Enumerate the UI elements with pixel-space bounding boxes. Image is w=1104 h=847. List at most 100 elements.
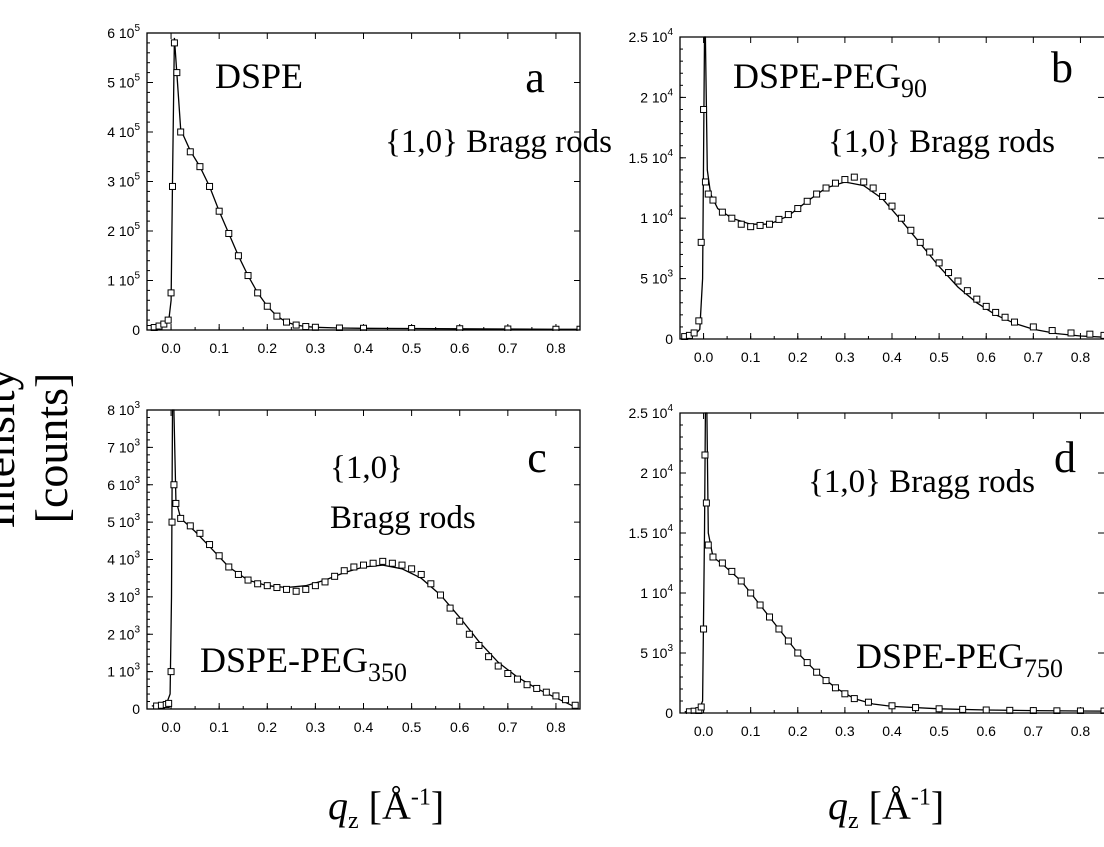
data-point <box>814 669 820 675</box>
x-tick-label: 0.6 <box>450 340 470 356</box>
data-point <box>168 290 174 296</box>
data-point <box>729 568 735 574</box>
data-point <box>936 260 942 266</box>
data-point <box>842 177 848 183</box>
data-point <box>889 203 895 209</box>
x-tick-label: 0.6 <box>976 723 996 739</box>
data-point <box>264 303 270 309</box>
data-point <box>776 626 782 632</box>
data-point <box>543 689 549 695</box>
data-point <box>553 326 559 332</box>
bragg-annotation: {1,0} Bragg rods <box>828 124 1055 160</box>
data-point <box>983 303 989 309</box>
data-point <box>917 239 923 245</box>
x-tick-label: 0.0 <box>694 723 714 739</box>
data-point <box>255 290 261 296</box>
y-tick-label: 3 103 <box>107 587 140 605</box>
panel-letter: a <box>525 53 545 102</box>
data-point <box>322 579 328 585</box>
x-tick-label: 0.7 <box>1024 349 1044 365</box>
data-point <box>332 573 338 579</box>
data-point <box>293 322 299 328</box>
x-tick-label: 0.5 <box>929 723 949 739</box>
x-tick-label: 0.7 <box>1024 723 1044 739</box>
data-point <box>983 707 989 713</box>
data-point <box>738 221 744 227</box>
x-tick-label: 0.2 <box>788 723 808 739</box>
data-point <box>409 566 415 572</box>
x-tick-label: 0.4 <box>882 349 902 365</box>
data-point <box>235 571 241 577</box>
y-tick-label: 3 105 <box>107 172 140 190</box>
data-point <box>823 185 829 191</box>
data-point <box>171 482 177 488</box>
data-point <box>171 40 177 46</box>
sample-label: DSPE-PEG350 <box>200 640 407 687</box>
data-point <box>738 578 744 584</box>
x-tick-label: 0.0 <box>694 349 714 365</box>
data-point <box>505 326 511 332</box>
data-point <box>264 583 270 589</box>
data-point <box>226 564 232 570</box>
x-tick-label: 0.1 <box>209 719 229 735</box>
x-tick-label: 0.4 <box>354 719 374 735</box>
y-tick-label: 5 105 <box>107 73 140 91</box>
y-tick-label: 5 103 <box>640 269 673 287</box>
data-point <box>563 697 569 703</box>
data-point <box>889 703 895 709</box>
data-point <box>216 553 222 559</box>
x-axis-unit: [Å <box>859 783 911 828</box>
x-tick-label: 0.8 <box>546 719 566 735</box>
plot-frame <box>147 33 580 330</box>
y-tick-label: 5 103 <box>640 643 673 661</box>
data-point <box>719 209 725 215</box>
data-point <box>757 602 763 608</box>
data-point <box>312 583 318 589</box>
data-point <box>701 626 707 632</box>
x-tick-label: 0.7 <box>498 340 518 356</box>
data-point <box>705 542 711 548</box>
data-point <box>178 515 184 521</box>
x-tick-label: 0.4 <box>354 340 374 356</box>
y-tick-label: 0 <box>665 331 673 347</box>
x-tick-label: 0.1 <box>741 723 761 739</box>
data-point <box>351 564 357 570</box>
x-tick-label: 0.3 <box>835 349 855 365</box>
y-tick-label: 1.5 104 <box>629 148 674 166</box>
data-point <box>466 631 472 637</box>
data-point <box>341 568 347 574</box>
data-point <box>701 106 707 112</box>
x-tick-label: 0.2 <box>258 719 278 735</box>
x-tick-label: 0.5 <box>929 349 949 365</box>
data-point <box>767 221 773 227</box>
data-point <box>748 590 754 596</box>
data-point <box>974 296 980 302</box>
data-point <box>936 706 942 712</box>
y-tick-label: 2 105 <box>107 221 140 239</box>
data-point <box>767 614 773 620</box>
data-point <box>823 678 829 684</box>
data-point <box>303 586 309 592</box>
y-tick-label: 4 103 <box>107 550 140 568</box>
y-tick-label: 1 104 <box>640 583 673 601</box>
data-point <box>216 208 222 214</box>
data-point <box>832 685 838 691</box>
y-tick-label: 1 104 <box>640 208 673 226</box>
sample-label: DSPE <box>215 56 303 96</box>
y-tick-label: 0 <box>132 701 140 717</box>
data-point <box>486 654 492 660</box>
x-tick-label: 0.3 <box>306 340 326 356</box>
data-point <box>255 581 261 587</box>
data-point <box>898 215 904 221</box>
data-point <box>197 164 203 170</box>
y-tick-label: 6 103 <box>107 475 140 493</box>
bragg-annotation: {1,0} <box>330 450 403 486</box>
x-tick-label: 0.8 <box>1071 723 1091 739</box>
data-point <box>457 326 463 332</box>
bragg-annotation-line2: Bragg rods <box>330 500 476 536</box>
data-point <box>418 571 424 577</box>
data-point <box>1087 331 1093 337</box>
data-point <box>702 179 708 185</box>
